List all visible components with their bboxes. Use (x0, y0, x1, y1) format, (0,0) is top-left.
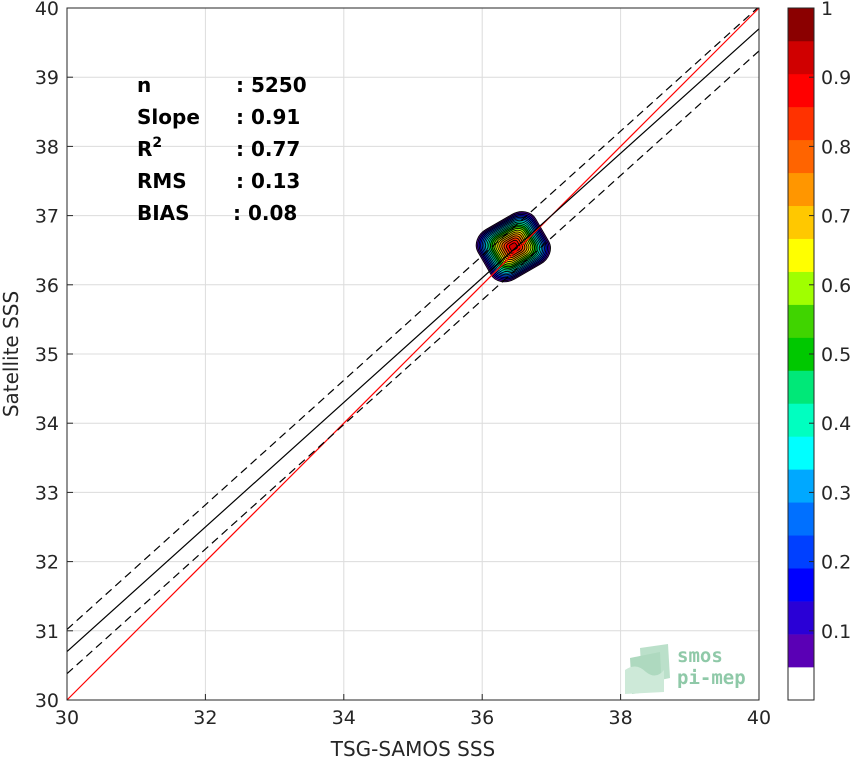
colorbar-swatch (788, 139, 814, 174)
x-tick-label: 36 (470, 707, 494, 729)
colorbar-swatch (788, 40, 814, 75)
colorbar-tick-label: 0.9 (821, 67, 851, 89)
fit-upper-line (66, 7, 758, 630)
colorbar-tick-label: 0.7 (821, 206, 851, 228)
colorbar-swatch (788, 238, 814, 272)
y-tick-label: 33 (35, 482, 59, 504)
colorbar-swatch (788, 601, 814, 635)
x-tick-label: 30 (55, 707, 79, 729)
stat-value: : 0.13 (236, 169, 300, 193)
y-tick-label: 37 (35, 206, 59, 228)
colorbar-swatch (788, 667, 814, 701)
colorbar-swatch (788, 535, 814, 569)
y-tick-label: 39 (35, 67, 59, 89)
colorbar-swatch (788, 205, 814, 239)
colorbar-swatch (788, 8, 814, 42)
colorbar-swatch (788, 568, 814, 602)
y-tick-label: 36 (35, 275, 59, 297)
stat-value: : 5250 (236, 73, 307, 97)
colorbar-swatch (788, 634, 814, 668)
x-tick-label: 34 (332, 707, 356, 729)
colorbar: 0.1 0.2 0.3 0.4 0.5 0.6 0.7 0.8 0.9 1 (787, 0, 851, 701)
colorbar-swatch (788, 370, 814, 404)
fit-line (66, 28, 760, 653)
y-tick-label: 31 (35, 621, 59, 643)
x-tick-label: 38 (609, 707, 633, 729)
y-tick-label: 38 (35, 136, 59, 158)
colorbar-tick-label: 0.8 (821, 136, 851, 158)
colorbar-swatch (788, 106, 814, 141)
stat-value: : 0.08 (233, 201, 297, 225)
colorbar-tick-label: 1 (821, 0, 833, 20)
stat-label: Slope (137, 105, 200, 129)
colorbar-swatch (788, 469, 814, 503)
fit-lower-line (66, 50, 760, 675)
regression-lines (66, 7, 760, 701)
y-tick-label: 30 (35, 690, 59, 712)
stat-label: BIAS (137, 201, 190, 225)
stats-box: n : 5250 Slope : 0.91 R2 : 0.77 RMS : 0.13 BIAS:… (137, 73, 307, 225)
colorbar-swatch (788, 403, 814, 437)
y-axis-label: Satellite SSS (0, 291, 23, 417)
stat-label: n (137, 73, 151, 97)
colorbar-swatch (788, 304, 814, 338)
density-contours (475, 211, 551, 283)
colorbar-tick-label: 0.3 (821, 482, 851, 504)
smos-pi-mep-logo: smos pi-mep (625, 644, 746, 694)
logo-text-smos: smos (677, 645, 723, 667)
colorbar-tick-label: 0.2 (821, 552, 851, 574)
y-tick-label: 32 (35, 552, 59, 574)
colorbar-tick-label: 0.1 (821, 621, 851, 643)
y-tick-label: 40 (35, 0, 59, 20)
x-tick-label: 32 (193, 707, 217, 729)
colorbar-tick-label: 0.4 (821, 413, 851, 435)
y-tick-label: 34 (35, 413, 59, 435)
colorbar-tick-label: 0.6 (821, 275, 851, 297)
identity-line (66, 7, 760, 701)
colorbar-swatch (788, 271, 814, 305)
x-axis-label: TSG-SAMOS SSS (330, 737, 496, 761)
stat-value: : 0.77 (236, 137, 300, 161)
logo-text-pi-mep: pi-mep (677, 667, 746, 689)
axis-ticks: 30 32 34 36 38 40 30 31 32 33 34 35 36 37 38 39 40 (35, 0, 771, 729)
colorbar-tick-label: 0.5 (821, 344, 851, 366)
stat-label: RMS (137, 169, 187, 193)
logo-waves-icon (625, 644, 670, 694)
y-tick-label: 35 (35, 344, 59, 366)
colorbar-swatch (788, 502, 814, 536)
x-tick-label: 40 (747, 707, 771, 729)
colorbar-swatch (788, 73, 814, 108)
colorbar-swatch (788, 172, 814, 207)
stat-label: R2 (137, 135, 162, 161)
stat-value: : 0.91 (236, 105, 300, 129)
colorbar-swatch (788, 436, 814, 470)
